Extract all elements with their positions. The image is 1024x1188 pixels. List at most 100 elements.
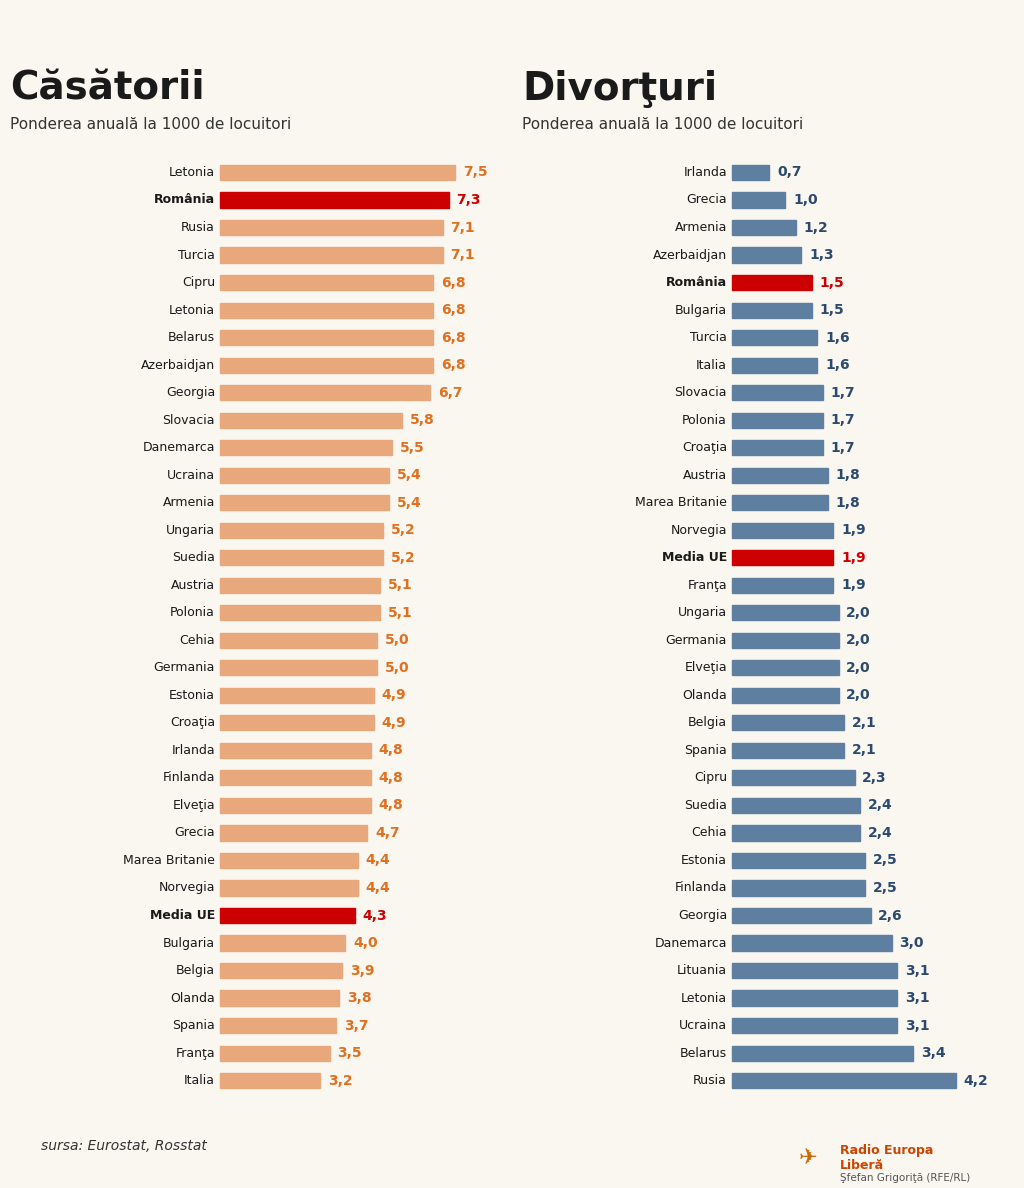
Bar xyxy=(732,935,892,950)
Text: Slovacia: Slovacia xyxy=(675,386,727,399)
Text: 3,5: 3,5 xyxy=(338,1047,362,1060)
Text: Ucraina: Ucraina xyxy=(167,469,215,481)
Bar xyxy=(732,577,834,593)
Bar xyxy=(220,274,433,290)
Bar xyxy=(732,1073,955,1088)
Text: Norvegia: Norvegia xyxy=(159,881,215,895)
Text: Germania: Germania xyxy=(154,662,215,675)
Text: România: România xyxy=(666,276,727,289)
Bar xyxy=(732,963,897,978)
Text: Ungaria: Ungaria xyxy=(166,524,215,537)
Text: 6,8: 6,8 xyxy=(440,276,466,290)
Text: Spania: Spania xyxy=(172,1019,215,1032)
Bar xyxy=(732,550,834,565)
Text: 1,6: 1,6 xyxy=(825,358,850,372)
Text: 3,7: 3,7 xyxy=(344,1018,369,1032)
Text: Italia: Italia xyxy=(184,1074,215,1087)
Text: 1,9: 1,9 xyxy=(841,579,865,593)
Text: Franţa: Franţa xyxy=(687,579,727,592)
Text: 2,4: 2,4 xyxy=(867,798,892,813)
Text: sursa: Eurostat, Rosstat: sursa: Eurostat, Rosstat xyxy=(41,1139,207,1154)
Text: 4,4: 4,4 xyxy=(366,853,390,867)
Text: 3,1: 3,1 xyxy=(905,991,930,1005)
Text: 4,8: 4,8 xyxy=(378,771,402,785)
Bar xyxy=(732,274,812,290)
Text: Belarus: Belarus xyxy=(168,331,215,345)
Bar xyxy=(220,440,392,455)
Text: 4,9: 4,9 xyxy=(381,716,406,729)
Text: 1,5: 1,5 xyxy=(819,303,845,317)
Text: 1,7: 1,7 xyxy=(830,441,855,455)
Bar xyxy=(732,991,897,1005)
Text: 1,7: 1,7 xyxy=(830,413,855,428)
Bar xyxy=(220,577,380,593)
Bar xyxy=(220,303,433,317)
Bar xyxy=(220,358,433,373)
Bar xyxy=(732,468,828,482)
Text: Finlanda: Finlanda xyxy=(675,881,727,895)
Text: Franţa: Franţa xyxy=(175,1047,215,1060)
Text: Rusia: Rusia xyxy=(693,1074,727,1087)
Bar xyxy=(220,220,442,235)
Text: Belarus: Belarus xyxy=(680,1047,727,1060)
Text: 5,2: 5,2 xyxy=(391,551,416,564)
Text: 1,6: 1,6 xyxy=(825,330,850,345)
Text: Estonia: Estonia xyxy=(681,854,727,867)
Text: 3,2: 3,2 xyxy=(328,1074,352,1088)
Bar xyxy=(220,385,430,400)
Text: 4,8: 4,8 xyxy=(378,744,402,758)
Text: Azerbaidjan: Azerbaidjan xyxy=(653,248,727,261)
Text: 1,9: 1,9 xyxy=(841,523,865,537)
Bar xyxy=(220,963,342,978)
Text: Olanda: Olanda xyxy=(170,992,215,1005)
Bar xyxy=(732,440,822,455)
Text: Media UE: Media UE xyxy=(150,909,215,922)
Text: 4,4: 4,4 xyxy=(366,881,390,895)
Bar xyxy=(732,192,785,208)
Bar xyxy=(732,303,812,317)
Text: Irlanda: Irlanda xyxy=(683,166,727,179)
Text: 3,4: 3,4 xyxy=(921,1047,945,1060)
Text: Danemarca: Danemarca xyxy=(654,936,727,949)
Text: Letonia: Letonia xyxy=(169,166,215,179)
Bar xyxy=(220,165,455,181)
Text: Bulgaria: Bulgaria xyxy=(675,304,727,316)
Text: 2,4: 2,4 xyxy=(867,826,892,840)
Bar xyxy=(732,523,834,538)
Text: Media UE: Media UE xyxy=(662,551,727,564)
Bar xyxy=(220,826,368,841)
Text: 4,3: 4,3 xyxy=(362,909,387,923)
Bar xyxy=(220,688,374,703)
Bar xyxy=(220,991,339,1005)
Bar xyxy=(220,908,355,923)
Text: 2,1: 2,1 xyxy=(852,744,877,758)
Text: 6,8: 6,8 xyxy=(440,330,466,345)
Text: 7,1: 7,1 xyxy=(451,248,475,263)
Text: Letonia: Letonia xyxy=(681,992,727,1005)
Text: 7,1: 7,1 xyxy=(451,221,475,234)
Text: 2,5: 2,5 xyxy=(872,881,898,895)
Text: Polonia: Polonia xyxy=(682,413,727,426)
Text: Italia: Italia xyxy=(696,359,727,372)
Text: 2,0: 2,0 xyxy=(846,661,871,675)
Bar xyxy=(220,633,377,647)
Text: 4,9: 4,9 xyxy=(381,688,406,702)
Bar xyxy=(220,495,389,511)
Text: 5,8: 5,8 xyxy=(410,413,434,428)
Text: 2,6: 2,6 xyxy=(879,909,903,923)
Bar xyxy=(732,880,865,896)
Bar xyxy=(220,880,358,896)
Bar xyxy=(220,853,358,868)
Text: Divorţuri: Divorţuri xyxy=(522,70,718,108)
Text: Ucraina: Ucraina xyxy=(679,1019,727,1032)
Text: Belgia: Belgia xyxy=(176,963,215,977)
Text: Armenia: Armenia xyxy=(163,497,215,510)
Bar xyxy=(220,1045,330,1061)
Text: 6,7: 6,7 xyxy=(437,386,462,399)
Text: 5,4: 5,4 xyxy=(397,495,422,510)
Bar xyxy=(220,798,371,813)
Text: Ponderea anuală la 1000 de locuitori: Ponderea anuală la 1000 de locuitori xyxy=(10,116,292,132)
Text: 5,1: 5,1 xyxy=(387,606,413,620)
Bar xyxy=(220,935,345,950)
Text: Polonia: Polonia xyxy=(170,606,215,619)
